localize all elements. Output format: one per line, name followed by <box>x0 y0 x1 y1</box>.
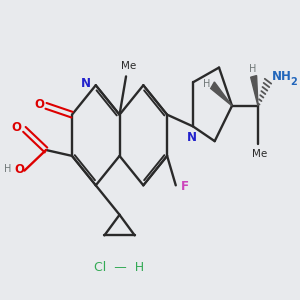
Text: N: N <box>81 77 91 90</box>
Text: H: H <box>4 164 12 174</box>
Polygon shape <box>211 82 232 106</box>
Text: H: H <box>249 64 256 74</box>
Polygon shape <box>251 76 258 106</box>
Text: O: O <box>34 98 44 111</box>
Text: NH: NH <box>272 70 292 83</box>
Text: Cl  —  H: Cl — H <box>94 261 145 274</box>
Text: O: O <box>14 163 24 176</box>
Text: N: N <box>187 131 197 144</box>
Text: 2: 2 <box>290 77 297 87</box>
Text: O: O <box>12 122 22 134</box>
Text: Me: Me <box>253 149 268 159</box>
Text: F: F <box>180 180 188 193</box>
Text: H: H <box>203 79 211 89</box>
Text: Me: Me <box>121 61 136 71</box>
